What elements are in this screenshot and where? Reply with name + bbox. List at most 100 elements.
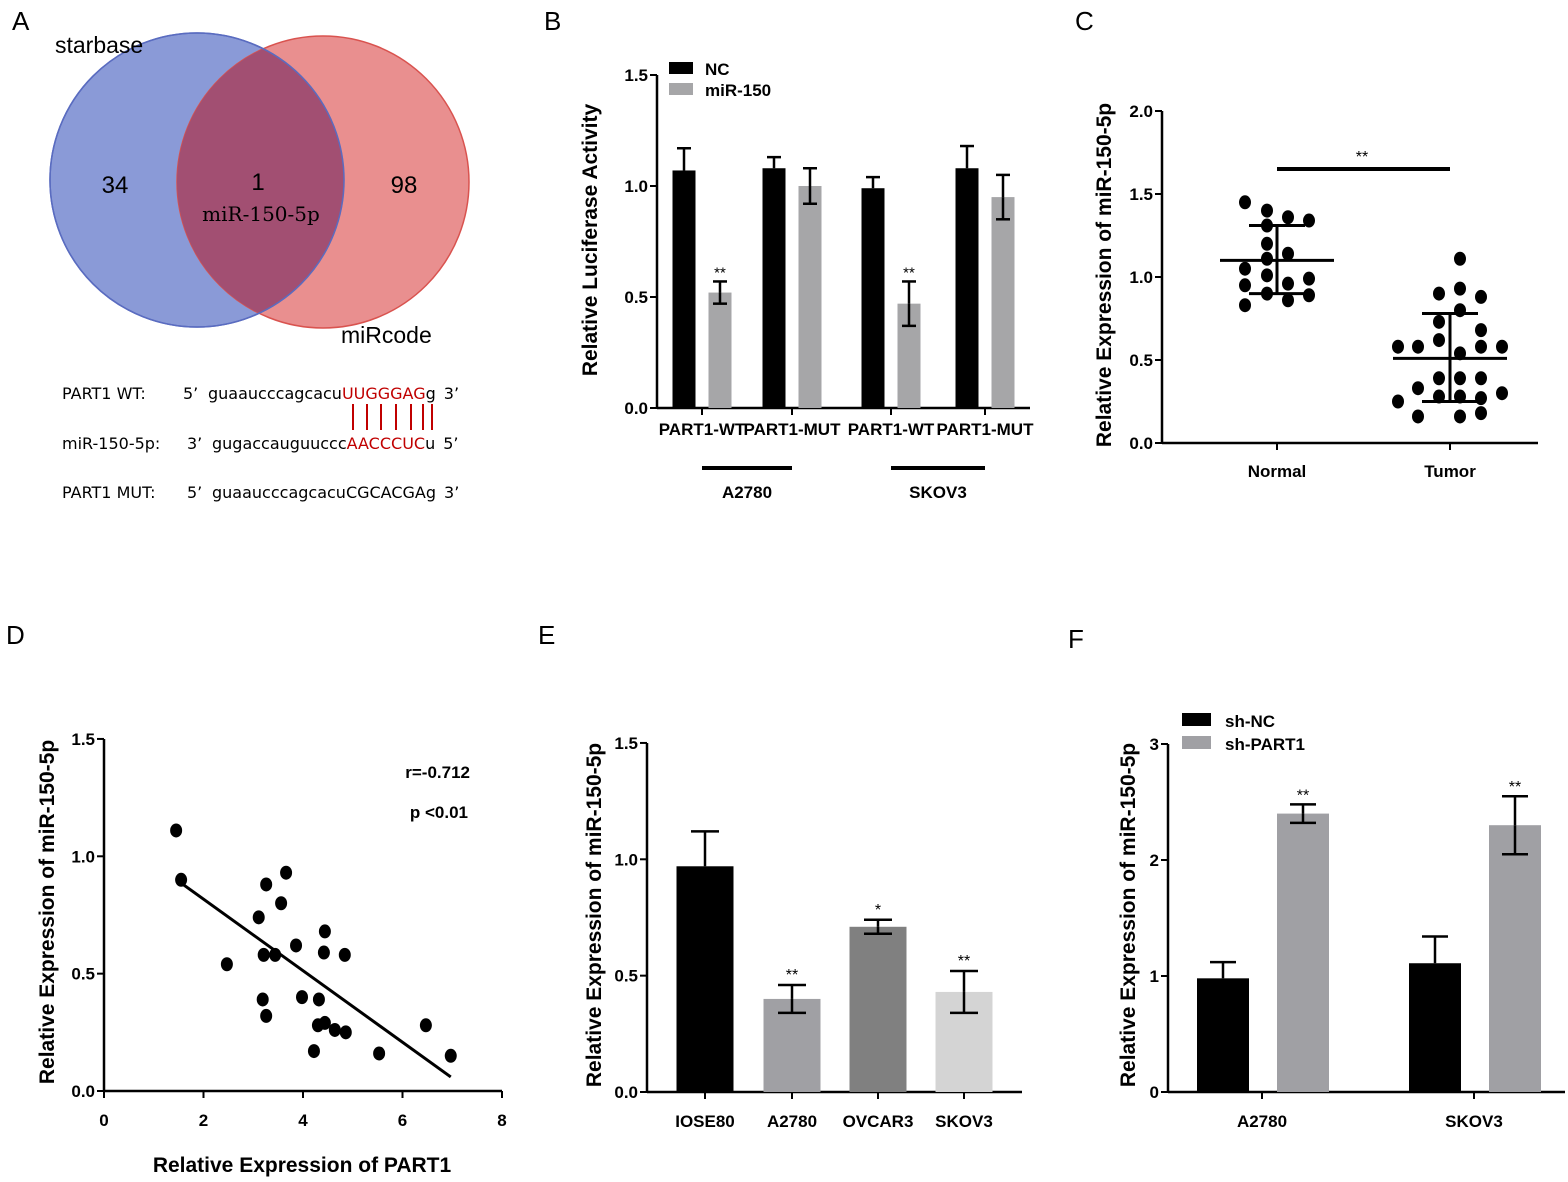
y-axis-label: Relative Expression of miR-150-5p [1093,103,1116,447]
data-point [1239,261,1251,276]
legend-label: NC [705,60,730,79]
bar-miR-150-0 [708,292,732,408]
data-point [1475,391,1487,406]
data-point [1475,406,1487,421]
sequence-5-end: 5’ [183,384,198,403]
x-tick-label: PART1-WT [659,420,746,439]
significance-marker: ** [1297,787,1309,804]
data-point [1261,203,1273,218]
data-point [339,1025,352,1040]
venn-count-right: 98 [391,172,418,199]
bar-A2780 [763,998,821,1092]
data-point [1282,210,1294,225]
significance-marker: ** [1356,149,1368,166]
bar-sh-NC-0 [1197,978,1249,1092]
y-tick-label: 2 [1150,851,1159,870]
data-point [275,896,288,911]
significance-marker: ** [786,967,798,984]
panel-label-F: F [1068,624,1084,654]
y-tick-label: 3 [1150,735,1159,754]
y-tick-label: 1.5 [614,734,638,753]
legend-label: miR-150 [705,81,771,100]
x-tick-label: Normal [1248,462,1307,481]
bar-sh-NC-1 [1409,963,1461,1092]
venn-outline [49,32,345,328]
data-point [312,992,325,1007]
data-point [1412,381,1424,396]
x-tick-label: SKOV3 [935,1112,993,1131]
data-point [318,924,331,939]
y-tick-label: 1.0 [1129,268,1153,287]
sequence-plain: guaaucccagcacuCGCACGAg [212,483,436,502]
y-axis-label: Relative Expression of miR-150-5p [583,743,606,1087]
sequence: guaaucccagcacuUUGGGAGg 3’ [208,384,459,403]
data-point [1261,268,1273,283]
bar-NC-3 [955,168,979,408]
bar-miR-150-1 [798,186,822,408]
data-point [1261,251,1273,266]
data-point [1392,394,1404,409]
venn-label-starbase: starbase [55,32,143,58]
data-point [1475,339,1487,354]
x-tick-label: PART1-MUT [937,420,1035,439]
bar-NC-0 [672,170,696,408]
significance-marker: ** [714,264,726,281]
y-tick-label: 0 [1150,1083,1159,1102]
data-point [1454,371,1466,386]
data-point [307,1044,320,1059]
data-point [1454,409,1466,424]
group-label: SKOV3 [909,483,967,502]
data-point [170,823,183,838]
x-tick-label: 8 [497,1111,506,1130]
y-tick-label: 1.0 [71,847,95,866]
data-point [252,910,265,925]
data-point [328,1022,341,1037]
bar-NC-2 [861,188,885,408]
venn-count-overlap: 1 [251,169,264,196]
x-tick-label: OVCAR3 [843,1112,914,1131]
y-tick-label: 1.5 [71,730,95,749]
x-tick-label: A2780 [1237,1112,1287,1131]
bar-OVCAR3 [849,926,907,1092]
x-tick-label: 0 [99,1111,108,1130]
data-point [1454,281,1466,296]
sequence-3-end: 3’ [444,384,459,403]
y-axis-label: Relative Expression of miR-150-5p [36,740,59,1084]
data-point [1475,289,1487,304]
venn-label-mircode: miRcode [341,322,432,348]
data-point [257,947,270,962]
data-point [1475,371,1487,386]
sequence-5-end: 3’ [187,434,202,453]
sequence-3-end: 3’ [444,483,459,502]
legend-swatch-NC [669,62,693,74]
data-point [220,957,233,972]
x-tick-label: 2 [199,1111,208,1130]
data-point [1261,236,1273,251]
bar-IOSE80 [676,866,734,1092]
data-point [1303,271,1315,286]
sequence-tail: g [426,384,436,403]
data-point [1282,293,1294,308]
y-tick-label: 0.5 [71,965,95,984]
sequence: guaaucccagcacuCGCACGAg 3’ [212,483,459,502]
data-point [419,1018,432,1033]
sequence-seed: AACCCUC [347,434,425,453]
data-point [296,990,309,1005]
data-point [1392,339,1404,354]
legend-swatch-sh-NC [1182,713,1211,726]
data-point [1282,276,1294,291]
y-tick-label: 0.0 [1129,434,1153,453]
significance-marker: * [875,902,881,919]
data-point [1454,303,1466,318]
x-tick-label: SKOV3 [1445,1112,1503,1131]
x-tick-label: PART1-MUT [744,420,842,439]
data-point [260,1008,273,1023]
data-point [290,938,303,953]
legend-swatch-sh-PART1 [1182,736,1211,749]
data-point [1239,278,1251,293]
data-point [1433,371,1445,386]
y-tick-label: 0.0 [624,399,648,418]
x-tick-label: PART1-WT [848,420,935,439]
data-point [318,1015,331,1030]
